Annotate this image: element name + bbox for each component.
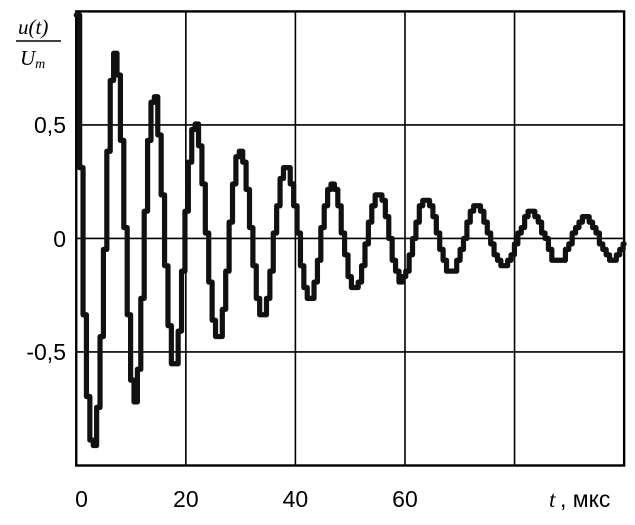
- svg-text:40: 40: [283, 486, 309, 512]
- svg-text:60: 60: [392, 486, 418, 512]
- svg-text:u(t): u(t): [18, 15, 48, 39]
- svg-text:0: 0: [53, 226, 66, 252]
- svg-text:-0,5: -0,5: [26, 339, 66, 365]
- svg-text:t: t: [549, 487, 556, 512]
- svg-text:0,5: 0,5: [34, 112, 66, 138]
- svg-text:, мкс: , мкс: [560, 486, 610, 512]
- svg-text:20: 20: [173, 486, 199, 512]
- svg-text:0: 0: [75, 486, 88, 512]
- svg-text:Um: Um: [20, 46, 45, 72]
